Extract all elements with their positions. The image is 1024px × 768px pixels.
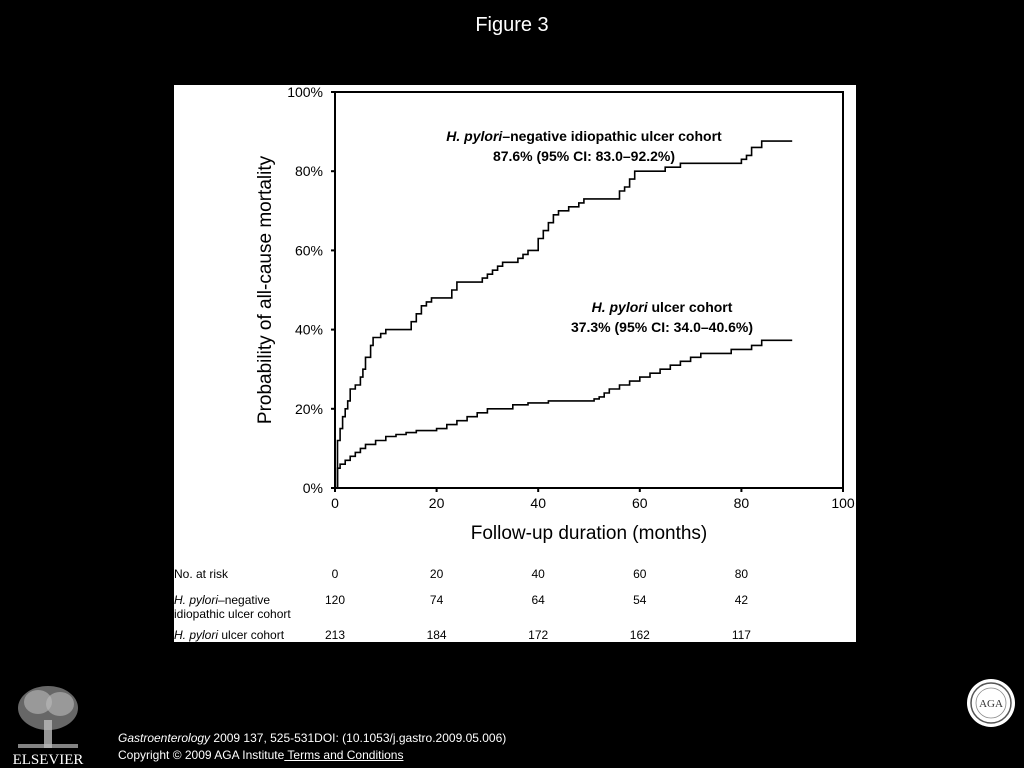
aga-seal-logo: AGA [967, 679, 1015, 727]
risk-row1-label: H. pylori–negative idiopathic ulcer coho… [174, 593, 291, 621]
plot-frame [334, 91, 844, 489]
series-line-1 [335, 140, 793, 489]
x-tick-label: 0 [331, 495, 339, 511]
y-tick-label: 80% [295, 163, 323, 179]
x-tick-label: 80 [734, 495, 750, 511]
risk-row1-value: 120 [324, 593, 346, 607]
citation-text: 2009 137, 525-531DOI: (10.1053/j.gastro.… [210, 731, 507, 745]
terms-link[interactable]: Terms and Conditions [284, 748, 404, 762]
risk-row2-value: 162 [629, 628, 650, 642]
risk-row2-value: 172 [528, 628, 549, 642]
copyright-text: Copyright © 2009 AGA Institute [118, 748, 285, 762]
y-axis-label: Probability of all-cause mortality [255, 155, 276, 424]
axes: 0% 20% 40% 60% 80% 100% 0 20 40 60 80 100 Follow-up … [255, 85, 855, 544]
series-annotation-2-line2: 37.3% (95% CI: 34.0–40.6%) [571, 319, 753, 335]
risk-row1-label-rest: –negative [218, 593, 271, 607]
risk-table-header: No. at risk [174, 567, 229, 581]
risk-row2-label-rest: ulcer cohort [218, 628, 285, 642]
risk-row1-value: 54 [633, 593, 647, 607]
series-lines [335, 140, 793, 489]
risk-row1-value: 42 [734, 593, 749, 607]
risk-row2-label: H. pylori ulcer cohort [174, 628, 284, 642]
series-annotation-1-line2: 87.6% (95% CI: 83.0–92.2%) [493, 148, 675, 164]
footer: Gastroenterology 2009 137, 525-531DOI: (… [118, 730, 506, 764]
series-annotation-1-line1: H. pylori–negative idiopathic ulcer coho… [446, 128, 722, 144]
kaplan-meier-chart: 0% 20% 40% 60% 80% 100% 0 20 40 60 80 100 Follow-up … [255, 85, 855, 544]
risk-row2-label-italic: H. pylori [174, 628, 219, 642]
elsevier-logo: ELSEVIER [13, 686, 84, 768]
citation-line: Gastroenterology 2009 137, 525-531DOI: (… [118, 730, 506, 747]
risk-time: 80 [734, 567, 749, 581]
risk-row2-value: 117 [731, 628, 751, 642]
risk-row1-label-line2: idiopathic ulcer cohort [174, 607, 291, 621]
risk-row2-value: 213 [324, 628, 346, 642]
journal-name: Gastroenterology [118, 731, 211, 745]
y-tick-label: 0% [303, 480, 323, 496]
x-tick-label: 100 [831, 495, 855, 511]
risk-row2-value: 184 [426, 628, 447, 642]
figure-panel: 0% 20% 40% 60% 80% 100% 0 20 40 60 80 100 Follow-up … [174, 85, 856, 642]
series-line-2 [335, 339, 793, 489]
risk-time: 0 [331, 567, 339, 581]
risk-row1-value: 74 [429, 593, 444, 607]
x-tick-label: 40 [530, 495, 546, 511]
annotations: H. pylori–negative idiopathic ulcer coho… [446, 128, 753, 335]
slide-title: Figure 3 [475, 14, 549, 36]
risk-row1-value: 64 [531, 593, 545, 607]
copyright-line: Copyright © 2009 AGA Institute Terms and… [118, 747, 506, 764]
risk-table: No. at risk H. pylori–negative idiopathi… [174, 563, 856, 642]
risk-row1-label-italic: H. pylori [174, 593, 219, 607]
aga-seal-text: AGA [979, 698, 1003, 710]
risk-time: 40 [531, 567, 545, 581]
elsevier-wordmark: ELSEVIER [13, 752, 84, 768]
y-tick-label: 40% [295, 322, 323, 338]
y-tick-label: 100% [287, 85, 323, 100]
y-tick-label: 60% [295, 242, 323, 258]
x-axis-label: Follow-up duration (months) [471, 523, 708, 544]
x-tick-label: 20 [429, 495, 445, 511]
risk-time: 20 [429, 567, 444, 581]
series-annotation-2-line1: H. pylori ulcer cohort [592, 299, 733, 315]
y-tick-label: 20% [295, 401, 323, 417]
risk-time: 60 [633, 567, 647, 581]
x-tick-label: 60 [632, 495, 648, 511]
